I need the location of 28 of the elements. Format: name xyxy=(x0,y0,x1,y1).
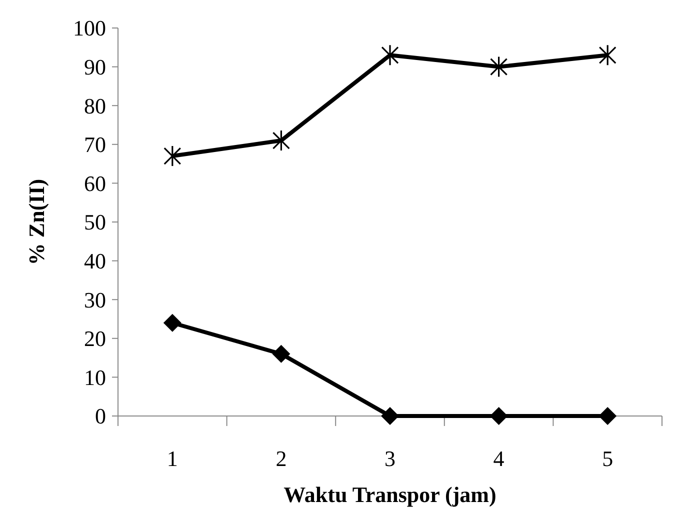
y-axis-title: % Zn(II) xyxy=(24,178,49,266)
point xyxy=(598,44,616,66)
x-axis-title: Waktu Transpor (jam) xyxy=(284,482,496,507)
y-tick-label: 70 xyxy=(84,132,106,158)
y-tick-label: 90 xyxy=(84,54,106,80)
point xyxy=(272,130,290,152)
x-tick-label: 2 xyxy=(276,446,287,471)
y-tick-label: 60 xyxy=(84,170,106,196)
point xyxy=(490,56,508,78)
y-tick-label: 100 xyxy=(73,16,106,41)
point xyxy=(272,344,290,363)
x-tick-label: 4 xyxy=(493,446,504,471)
y-tick-label: 50 xyxy=(84,210,106,235)
point xyxy=(490,407,508,425)
point xyxy=(164,145,182,167)
y-tick-label: 40 xyxy=(84,248,106,274)
y-tick-label: 20 xyxy=(84,326,106,352)
point xyxy=(381,44,399,66)
y-tick-label: 0 xyxy=(95,404,106,429)
point xyxy=(381,407,399,425)
y-tick-label: 30 xyxy=(84,287,106,312)
point xyxy=(598,407,617,425)
y-tick-label: 80 xyxy=(84,93,106,118)
x-tick-label: 3 xyxy=(384,446,396,471)
y-tick-label: 10 xyxy=(84,364,106,390)
point xyxy=(163,314,182,332)
x-tick-label: 1 xyxy=(166,446,178,471)
x-tick-label: 5 xyxy=(602,446,614,471)
